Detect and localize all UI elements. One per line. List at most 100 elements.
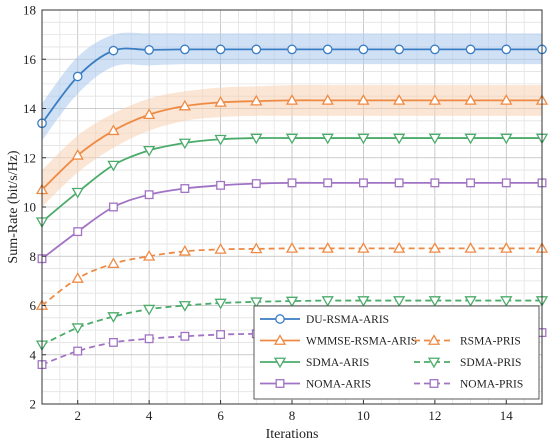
marker-rsma-pris <box>250 242 263 254</box>
marker-rsma-pris <box>214 243 227 254</box>
marker-sdma-pris <box>250 297 263 309</box>
marker-sdma-pris <box>107 312 120 323</box>
y-tick-label: 14 <box>23 101 37 116</box>
marker-rsma-pris <box>321 242 334 253</box>
marker-sdma-pris <box>464 296 477 307</box>
y-tick-label: 18 <box>23 3 36 18</box>
marker-sdma-aris <box>107 160 120 172</box>
marker-sdma-aris <box>71 187 84 199</box>
marker-sdma-aris <box>464 133 477 145</box>
marker-sdma-aris <box>250 133 263 145</box>
legend-marker-rsma-pris <box>427 334 441 345</box>
marker-wmmse-rsma-aris <box>285 94 299 105</box>
marker-rsma-pris <box>107 257 120 269</box>
marker-sdma-aris <box>500 133 513 145</box>
marker-sdma-pris <box>285 296 299 308</box>
y-tick-label: 8 <box>30 249 37 264</box>
marker-noma-aris <box>251 179 261 189</box>
marker-rsma-pris <box>428 242 441 253</box>
legend-label-rsma-pris: RSMA-PRIS <box>460 336 521 348</box>
legend-marker-du-rsma-aris <box>275 314 285 324</box>
marker-sdma-aris <box>285 133 299 145</box>
marker-sdma-pris <box>357 296 370 307</box>
marker-rsma-pris <box>500 242 513 253</box>
legend-marker-noma-aris <box>275 379 285 388</box>
marker-rsma-pris <box>393 242 406 253</box>
marker-rsma-pris <box>464 242 477 253</box>
line-sdma-pris <box>41 299 542 346</box>
marker-du-rsma-aris <box>430 44 440 55</box>
marker-du-rsma-aris <box>72 71 83 82</box>
marker-noma-aris <box>358 178 368 188</box>
y-axis-label: Sum-Rate (bit/s/Hz) <box>6 150 21 263</box>
marker-du-rsma-aris <box>144 45 154 55</box>
marker-rsma-pris <box>357 242 370 253</box>
marker-sdma-pris <box>143 304 156 316</box>
marker-sdma-pris <box>393 296 406 307</box>
marker-noma-pris <box>180 331 190 341</box>
x-tick-label: 12 <box>428 408 441 423</box>
confidence-bands <box>42 32 542 207</box>
legend-label-wmmse-rsma-aris: WMMSE-RSMA-ARIS <box>306 336 417 348</box>
marker-rsma-pris <box>285 242 299 253</box>
legend-marker-noma-pris <box>429 379 439 388</box>
x-tick-label: 8 <box>289 408 296 423</box>
marker-du-rsma-aris <box>108 45 119 56</box>
marker-sdma-aris <box>428 133 441 145</box>
marker-noma-aris <box>466 178 476 188</box>
marker-du-rsma-aris <box>394 44 404 55</box>
marker-wmmse-rsma-aris <box>321 94 334 105</box>
marker-noma-aris <box>180 184 190 193</box>
marker-du-rsma-aris <box>322 44 333 55</box>
marker-noma-pris <box>216 330 226 340</box>
y-tick-label: 10 <box>23 200 36 215</box>
y-tick-label: 2 <box>30 397 37 412</box>
marker-noma-pris <box>108 337 118 347</box>
marker-noma-pris <box>73 346 83 356</box>
marker-sdma-pris <box>428 296 441 307</box>
legend-label-sdma-pris: SDMA-PRIS <box>460 357 521 369</box>
marker-sdma-aris <box>214 134 227 146</box>
legend-marker-sdma-pris <box>427 357 441 369</box>
marker-wmmse-rsma-aris <box>107 124 120 136</box>
marker-wmmse-rsma-aris <box>500 94 513 105</box>
marker-sdma-aris <box>178 138 191 150</box>
legend-label-du-rsma-aris: DU-RSMA-ARIS <box>306 314 389 326</box>
y-tick-label: 4 <box>30 347 37 362</box>
marker-sdma-aris <box>393 133 406 145</box>
marker-noma-aris <box>144 190 154 200</box>
band-wmmse-rsma-aris <box>42 85 542 207</box>
marker-noma-aris <box>287 178 297 188</box>
marker-sdma-pris <box>178 301 191 312</box>
marker-sdma-pris <box>321 296 334 307</box>
y-tick-label: 12 <box>23 150 36 165</box>
marker-wmmse-rsma-aris <box>464 94 477 105</box>
marker-noma-aris <box>430 178 440 188</box>
legend-marker-sdma-aris <box>273 357 287 369</box>
marker-du-rsma-aris <box>501 44 512 55</box>
marker-sdma-aris <box>143 145 156 157</box>
marker-wmmse-rsma-aris <box>250 94 263 106</box>
marker-noma-aris <box>108 202 118 212</box>
x-tick-label: 14 <box>500 408 514 423</box>
marker-wmmse-rsma-aris <box>178 99 191 111</box>
marker-noma-aris <box>501 178 511 188</box>
legend: DU-RSMA-ARIS WMMSE-RSMA-ARIS RSMA-PRIS SDMA… <box>253 305 540 400</box>
marker-noma-aris <box>216 180 226 190</box>
legend-label-noma-pris: NOMA-PRIS <box>460 379 523 391</box>
band-du-rsma-aris <box>42 32 542 141</box>
x-axis-label: Iterations <box>266 427 319 442</box>
x-tick-label: 6 <box>217 408 224 423</box>
marker-noma-pris <box>144 334 154 344</box>
marker-du-rsma-aris <box>358 44 369 55</box>
marker-du-rsma-aris <box>180 44 190 55</box>
y-tick-label: 16 <box>23 52 37 67</box>
x-tick-label: 2 <box>74 408 81 423</box>
marker-du-rsma-aris <box>287 44 297 55</box>
legend-box <box>253 305 540 400</box>
y-tick-label: 6 <box>30 298 37 313</box>
x-tick-label: 4 <box>146 408 153 423</box>
tick-labels: 2 4 6 8 10 12 14 2 4 6 8 10 12 14 16 18 <box>23 3 513 424</box>
marker-noma-aris <box>73 227 83 237</box>
marker-rsma-pris <box>71 272 84 283</box>
